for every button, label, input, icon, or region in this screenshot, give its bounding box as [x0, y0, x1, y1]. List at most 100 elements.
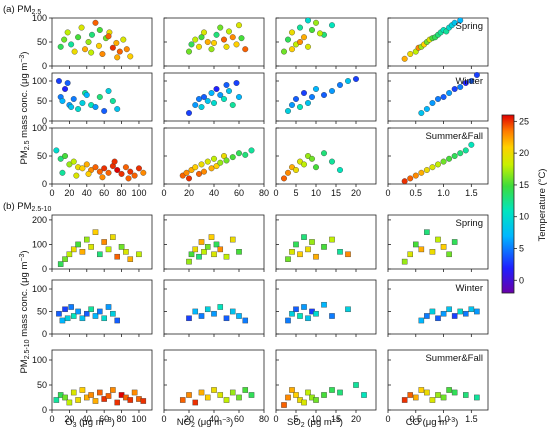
data-point [248, 392, 255, 398]
data-point [83, 161, 90, 168]
data-point [188, 251, 195, 258]
data-point [223, 253, 230, 260]
data-point [110, 310, 116, 317]
data-point [337, 167, 343, 173]
colorbar-tick-label: 20 [519, 148, 529, 158]
data-point [285, 108, 291, 114]
data-point [196, 170, 202, 177]
data-point [64, 315, 71, 322]
data-point [301, 90, 307, 96]
data-point [451, 239, 458, 245]
subplot-PM2.5-10-Winter-CO: Winter [387, 279, 489, 337]
x-tick-label: 20 [351, 414, 361, 424]
data-point [236, 150, 242, 157]
subplot-PM2.5-10-Spring-CO: Spring [387, 214, 489, 272]
data-point [293, 392, 299, 398]
data-point [457, 84, 464, 90]
data-point [321, 244, 327, 250]
subplot-PM2.5-10-Summer&Fall-O3: 0 50 100 0 20 40 60 80 100 [32, 349, 153, 424]
data-point [217, 304, 224, 310]
data-point [92, 104, 99, 110]
data-point [233, 80, 240, 86]
data-point [79, 315, 86, 322]
data-point [313, 310, 319, 317]
data-point [329, 158, 335, 165]
subplot-PM2.5-10-Spring-SO2 [275, 214, 377, 272]
subplot-PM2.5-Winter-O3: 0 50 100 [32, 72, 153, 126]
data-point [407, 392, 413, 398]
data-point [105, 304, 112, 310]
data-point [110, 234, 116, 240]
data-point [196, 96, 202, 102]
x-tick-label: 0 [49, 414, 54, 424]
subplot-PM2.5-Spring-SO2 [275, 17, 377, 69]
subplot-PM2.5-Spring-CO: Spring [387, 17, 489, 69]
data-point [116, 48, 123, 55]
data-point [97, 308, 103, 315]
data-point [105, 169, 112, 176]
x-tick-label: 0 [161, 188, 166, 198]
data-point [457, 308, 463, 315]
data-point [309, 94, 315, 100]
data-point [413, 241, 419, 248]
data-point [78, 24, 85, 31]
data-point [211, 251, 217, 258]
data-point [236, 22, 242, 29]
y-tick-label: 100 [32, 13, 47, 23]
data-point [329, 236, 335, 243]
data-point [301, 304, 307, 310]
data-point [59, 317, 66, 324]
data-point [211, 387, 217, 393]
data-point [462, 80, 469, 86]
data-point [99, 51, 106, 57]
x-tick-label: 40 [82, 414, 92, 424]
data-point [75, 34, 82, 41]
subplot-frame [275, 17, 377, 67]
data-point [293, 241, 299, 248]
data-point [423, 106, 430, 112]
season-label: Spring [456, 218, 483, 229]
data-point [329, 313, 335, 319]
data-point [96, 27, 103, 33]
data-point [64, 80, 71, 86]
data-point [305, 100, 311, 106]
data-point [293, 167, 299, 173]
data-point [321, 301, 327, 308]
x-tick-label: 20 [64, 188, 74, 198]
data-point [127, 397, 134, 403]
data-point [313, 253, 319, 260]
y-tick-label: 0 [42, 179, 47, 189]
subplot-frame [163, 349, 265, 411]
data-point [101, 315, 107, 322]
data-point [401, 258, 408, 265]
data-point [229, 154, 236, 161]
data-point [135, 165, 142, 172]
panel-b-label: (b) PM2.5-10 [3, 201, 51, 213]
data-point [440, 158, 447, 165]
data-point [192, 164, 199, 171]
data-point [114, 54, 121, 61]
data-point [297, 251, 303, 258]
data-point [221, 36, 227, 43]
data-point [217, 392, 224, 398]
x-tick-label: 60 [234, 414, 244, 424]
data-point [192, 246, 199, 253]
data-point [96, 94, 103, 100]
subplot-PM2.5-10-Spring-NO2 [163, 214, 265, 272]
data-point [64, 29, 71, 36]
data-point [313, 86, 319, 92]
data-point [236, 313, 242, 319]
subplot-PM2.5-Winter-CO: Winter [387, 72, 489, 124]
y-tick-label: 0 [42, 329, 47, 339]
data-point [236, 94, 242, 100]
data-point [446, 155, 453, 162]
data-point [85, 39, 92, 45]
subplot-frame [275, 214, 377, 270]
data-point [75, 106, 82, 112]
data-point [229, 102, 236, 108]
data-point [204, 98, 211, 104]
data-point [337, 82, 343, 88]
data-point [213, 163, 220, 170]
x-tick-label: 10 [311, 414, 321, 424]
data-point [435, 315, 441, 322]
